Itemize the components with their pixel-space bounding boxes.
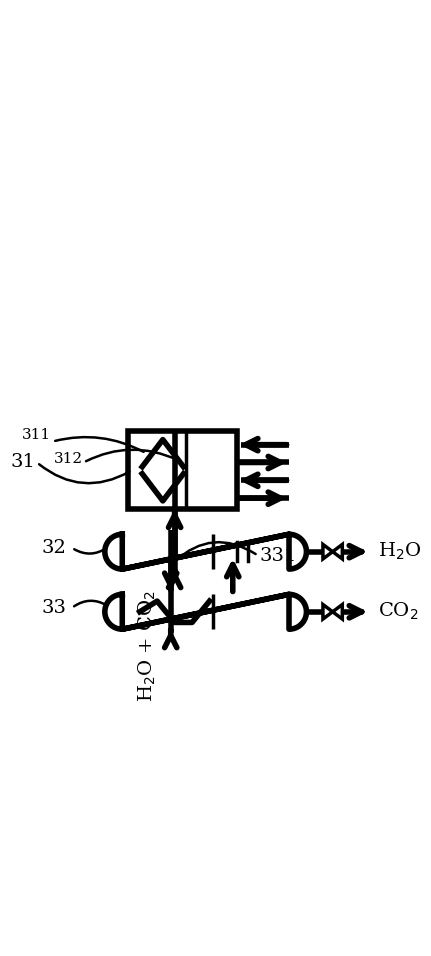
Text: CO$_2$: CO$_2$ xyxy=(378,601,418,622)
Text: 312: 312 xyxy=(54,452,83,467)
Text: H$_2$O + CO$_2$: H$_2$O + CO$_2$ xyxy=(137,591,158,702)
Bar xyxy=(128,431,236,509)
Text: 33: 33 xyxy=(41,598,66,617)
Text: 331: 331 xyxy=(259,547,297,565)
Text: 311: 311 xyxy=(22,427,50,442)
Text: 32: 32 xyxy=(41,539,66,556)
Text: H$_2$O: H$_2$O xyxy=(378,541,421,562)
Text: 31: 31 xyxy=(10,453,35,471)
